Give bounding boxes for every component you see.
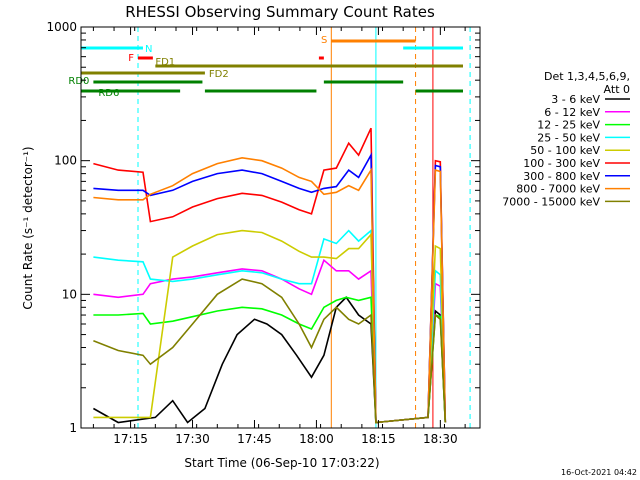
y-tick-label-100: 100: [54, 154, 77, 168]
legend-label-50-100-kev: 50 - 100 keV: [530, 144, 600, 157]
flag-label-fd1: FD1: [155, 57, 175, 68]
vertical-markers: [137, 27, 471, 428]
legend-label-6-12-kev: 6 - 12 keV: [544, 106, 600, 119]
plot-frame: [80, 26, 481, 429]
x-tick-label-18-15: 18:15: [361, 432, 396, 446]
flag-bars: N S F FD1 FD2 RD0 RD6: [68, 35, 463, 99]
chart-title: RHESSI Observing Summary Count Rates: [125, 3, 435, 21]
legend-label-100-300-kev: 100 - 300 keV: [523, 157, 600, 170]
legend-label-800-7000-kev: 800 - 7000 keV: [516, 183, 600, 196]
y-tick-label-10: 10: [62, 287, 77, 301]
legend-header-line1: Det 1,3,4,5,6,9,: [544, 70, 630, 83]
flag-label-rd0: RD0: [68, 76, 89, 87]
x-tick-label-18-30: 18:30: [423, 432, 458, 446]
legend-label-3-6-kev: 3 - 6 keV: [551, 93, 600, 106]
legend-label-12-25-kev: 12 - 25 keV: [537, 119, 600, 132]
x-axis-label: Start Time (06-Sep-10 17:03:22): [184, 456, 379, 470]
flag-label-rd6: RD6: [98, 88, 119, 99]
legend-label-25-50-kev: 25 - 50 keV: [537, 131, 600, 144]
flag-label-s: S: [321, 35, 327, 46]
x-tick-label-17-15: 17:15: [113, 432, 148, 446]
flag-label-n: N: [145, 44, 152, 55]
legend-label-7000-15000-kev: 7000 - 15000 keV: [502, 195, 600, 208]
legend-label-300-800-kev: 300 - 800 keV: [523, 170, 600, 183]
series-layer: [93, 127, 447, 424]
flag-label-fd2: FD2: [209, 69, 229, 80]
axes: 17:15 17:30 17:45 18:00 18:15 18:30 1 10 100 1000: [46, 20, 480, 446]
y-tick-label-1000: 1000: [46, 20, 77, 34]
flag-label-f: F: [128, 53, 134, 64]
series-line-7000-15000-kev: [93, 278, 447, 424]
x-tick-label-17-45: 17:45: [237, 432, 272, 446]
footer-timestamp: 16-Oct-2021 04:42: [561, 468, 637, 477]
y-axis-label: Count Rate (s⁻¹ detector⁻¹): [21, 146, 35, 309]
y-tick-label-1: 1: [69, 421, 77, 435]
x-tick-label-17-30: 17:30: [175, 432, 210, 446]
x-tick-label-18-00: 18:00: [299, 432, 334, 446]
legend-header-line2: Att 0: [604, 83, 630, 96]
